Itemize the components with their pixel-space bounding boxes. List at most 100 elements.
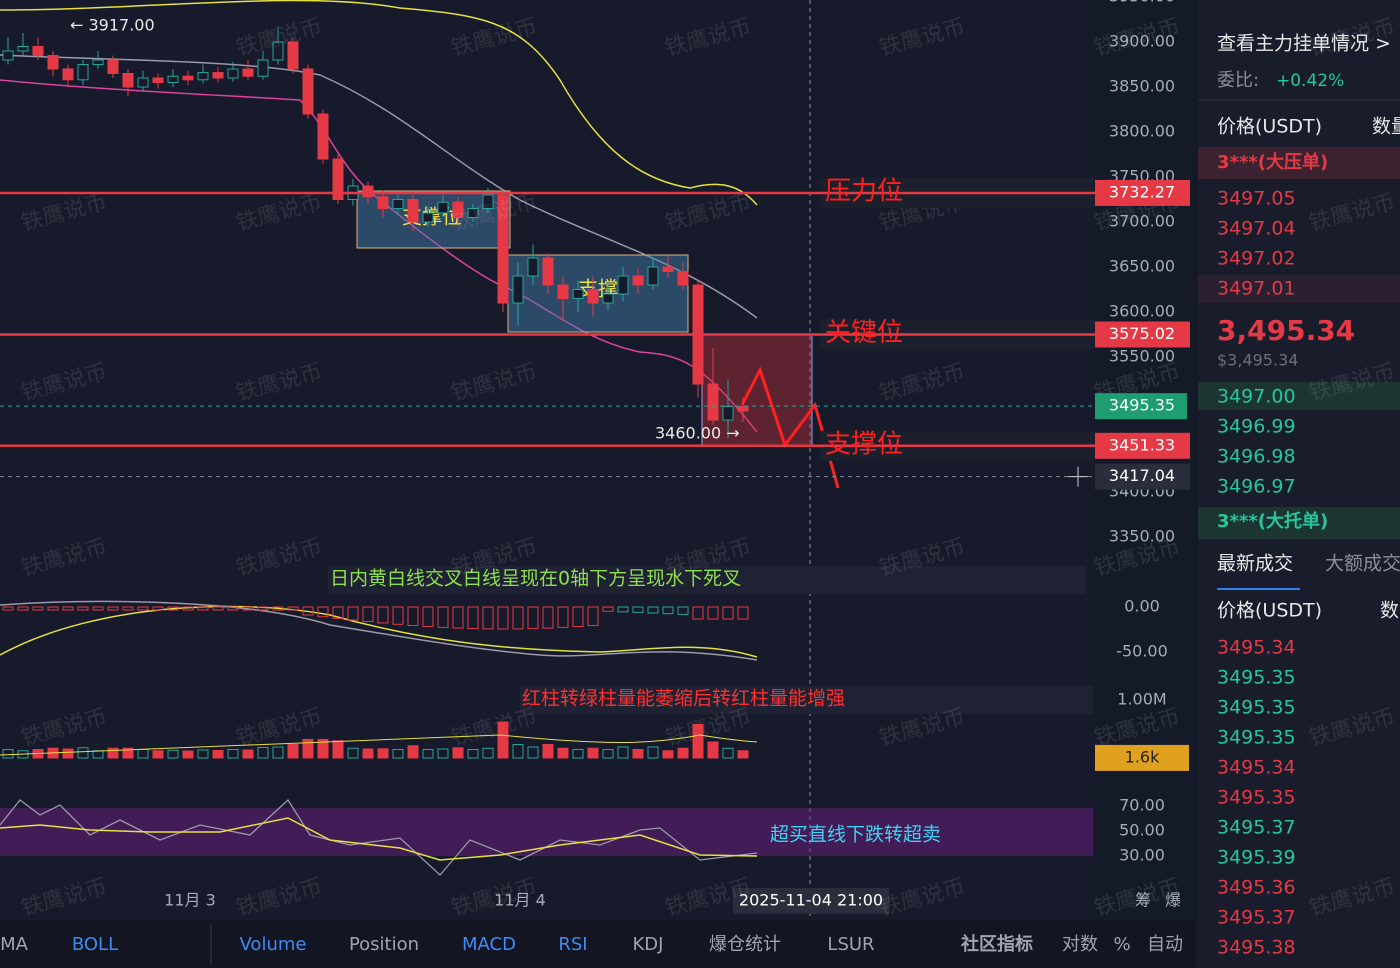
candle-body: [737, 406, 749, 412]
candle-body: [512, 275, 524, 304]
toolbar-item[interactable]: Position: [349, 934, 419, 955]
toolbar-item[interactable]: %: [1113, 934, 1130, 955]
macd-bar: [392, 606, 404, 625]
candle-body: [197, 72, 209, 81]
corner[interactable]: 筹: [1135, 891, 1151, 910]
macd-bar: [482, 606, 494, 630]
ask-price: 3497.01: [1217, 278, 1296, 300]
last-price: 3,495.34: [1217, 314, 1355, 347]
trade-price: 3495.36: [1217, 877, 1296, 899]
macd-bar: [137, 606, 149, 611]
row-hl: [1198, 382, 1400, 410]
candle-body: [452, 201, 464, 218]
ratio-label: 委比:: [1217, 70, 1259, 91]
macd-bar: [617, 606, 629, 613]
macd-bar: [467, 606, 479, 630]
candle-body: [422, 212, 434, 223]
wall-bg: [1198, 147, 1400, 179]
tab[interactable]: 最新成交: [1217, 553, 1293, 575]
boll-mid: [0, 54, 758, 319]
volume-bar: [647, 746, 659, 759]
macd-bar: [317, 606, 329, 618]
macd-bar: [512, 606, 524, 630]
macd-bar: [47, 606, 59, 611]
trade-price: 3495.34: [1217, 637, 1296, 659]
volume-bar: [632, 749, 644, 759]
toolbar-item[interactable]: 社区指标: [961, 933, 1033, 955]
y-tick-label: 3650.00: [1109, 257, 1175, 276]
corner[interactable]: 爆: [1165, 891, 1181, 910]
macd-bar: [2, 606, 14, 611]
level-label: 支撑位: [825, 429, 903, 459]
candle-body: [287, 41, 299, 70]
candle-body: [17, 46, 29, 52]
y-tick-label: 3950.00: [1109, 0, 1175, 6]
chart-bg: [0, 0, 1195, 968]
volume-bar: [272, 746, 284, 759]
ratio: +0.42%: [1276, 71, 1344, 91]
price-badge-text: 3495.35: [1109, 396, 1175, 415]
macd-bar: [707, 606, 719, 620]
ask-price: 3497.02: [1217, 248, 1296, 270]
toolbar-item[interactable]: LSUR: [827, 934, 874, 955]
toolbar-item[interactable]: Volume: [240, 934, 307, 955]
row-hl: [1198, 275, 1400, 303]
candle-body: [182, 75, 194, 81]
price-badge-text: 3575.02: [1109, 324, 1175, 343]
volume-bar: [707, 741, 719, 759]
trade-price: 3495.35: [1217, 697, 1296, 719]
toolbar-item[interactable]: 对数: [1062, 934, 1098, 955]
macd-bar: [602, 606, 614, 612]
candle-body: [602, 293, 614, 304]
toolbar-item[interactable]: RSI: [558, 934, 587, 955]
macd-bar: [692, 606, 704, 620]
volume-bar: [377, 748, 389, 759]
volume-bar: [257, 747, 269, 759]
volume-bar: [107, 747, 119, 759]
level-label: 关键位: [825, 318, 903, 348]
macd-bar: [257, 606, 269, 611]
bid-wall: 3***(大托单): [1217, 510, 1328, 532]
candle-body: [632, 275, 644, 286]
toolbar-bg: [0, 920, 1195, 968]
toolbar-item[interactable]: MACD: [462, 934, 516, 955]
candle-body: [662, 266, 674, 272]
volume-note: 红柱转绿柱量能萎缩后转红柱量能增强: [522, 688, 845, 710]
toolbar-item[interactable]: MA: [0, 934, 29, 955]
candle-body: [317, 113, 329, 160]
rsi-ma: [0, 817, 758, 861]
toolbar-item[interactable]: 爆仓统计: [709, 934, 781, 955]
volume-bar: [572, 749, 584, 759]
macd-bar: [302, 606, 314, 616]
volume-bar: [512, 744, 524, 759]
macd-bar: [422, 606, 434, 628]
candle-body: [137, 77, 149, 88]
candle-body: [257, 59, 269, 77]
trade-price: 3495.35: [1217, 787, 1296, 809]
volume-badge-text: 1.6k: [1125, 747, 1160, 766]
x-label: 11月 3: [164, 891, 216, 910]
trade-price: 3495.38: [1217, 937, 1296, 959]
panel-title[interactable]: 查看主力挂单情况 >: [1217, 33, 1391, 55]
tab[interactable]: 大额成交: [1325, 553, 1400, 575]
macd-tick: -50.00: [1116, 642, 1168, 661]
candle-body: [122, 73, 134, 88]
toolbar-item[interactable]: 自动: [1147, 934, 1183, 955]
candle-body: [362, 185, 374, 198]
macd-bar: [212, 606, 224, 611]
volume-bar: [557, 747, 569, 759]
macd-bar: [32, 606, 44, 611]
ask-wall: 3***(大压单): [1217, 151, 1328, 173]
volume-bar: [152, 750, 164, 759]
volume-bar: [182, 750, 194, 759]
macd-bar: [152, 606, 164, 611]
toolbar-item[interactable]: BOLL: [72, 934, 118, 955]
candle-body: [437, 201, 449, 214]
volume-bar: [362, 748, 374, 759]
candle-body: [392, 199, 404, 209]
volume-bar: [242, 749, 254, 759]
volume-bar: [302, 739, 314, 759]
toolbar-item[interactable]: KDJ: [633, 934, 664, 955]
candle-body: [77, 64, 89, 81]
